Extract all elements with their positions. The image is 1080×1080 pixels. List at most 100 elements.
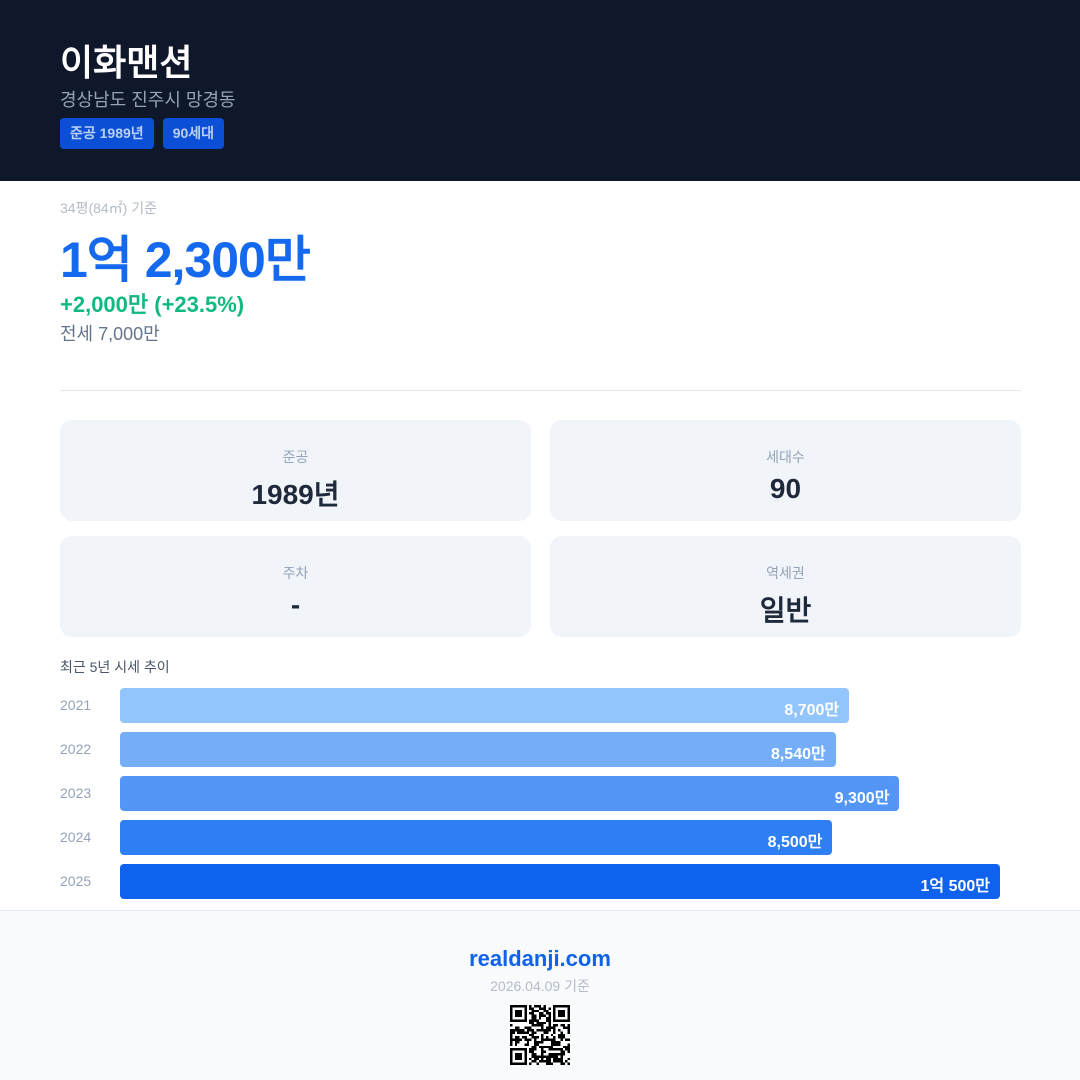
bar-value-label: 8,500만 <box>767 834 823 851</box>
qr-module <box>546 1019 549 1022</box>
qr-module <box>529 1029 532 1032</box>
qr-module <box>546 1012 549 1015</box>
qr-module <box>543 1021 546 1025</box>
qr-module <box>555 1048 558 1051</box>
qr-module <box>543 1045 546 1049</box>
qr-module <box>526 1029 530 1032</box>
qr-module <box>548 1053 551 1056</box>
qr-module <box>536 1036 539 1039</box>
qr-module <box>558 1043 561 1046</box>
qr-module <box>553 1057 556 1061</box>
qr-module <box>531 1021 534 1025</box>
bar-value-label: 8,540만 <box>770 746 826 763</box>
stat-value: - <box>290 589 301 620</box>
stat-value: 1989년 <box>251 479 340 510</box>
qr-module <box>534 1055 537 1058</box>
qr-module <box>567 1048 570 1051</box>
qr-module <box>546 1055 549 1058</box>
bar-2022: 8,540만 <box>120 732 836 767</box>
qr-module <box>510 1029 513 1032</box>
stat-label: 준공 <box>282 449 309 465</box>
qr-module <box>567 1038 570 1041</box>
header: 이화맨션 경상남도 진주시 망경동 준공 1989년 90세대 <box>0 0 1080 181</box>
chart-row: 2024 8,500만 <box>60 820 1020 855</box>
qr-module <box>510 1041 513 1044</box>
qr-module <box>538 1060 542 1063</box>
qr-module <box>567 1057 570 1061</box>
qr-module <box>522 1031 525 1034</box>
qr-module <box>546 1009 549 1013</box>
qr-module <box>519 1031 522 1034</box>
qr-module <box>548 1045 551 1049</box>
qr-finder <box>558 1009 566 1017</box>
qr-module <box>514 1041 518 1044</box>
bar-2023: 9,300만 <box>120 776 900 811</box>
qr-module <box>550 1033 554 1037</box>
stat-value: 일반 <box>759 595 812 626</box>
qr-module <box>531 1055 534 1058</box>
qr-module <box>531 1009 534 1013</box>
qr-module <box>517 1041 520 1044</box>
qr-module <box>529 1005 532 1008</box>
qr-module <box>553 1024 556 1027</box>
qr-module <box>558 1029 561 1032</box>
qr-module <box>538 1045 542 1049</box>
site-link[interactable]: realdanji.com <box>469 946 611 971</box>
qr-module <box>567 1045 570 1049</box>
qr-module <box>550 1038 554 1041</box>
qr-module <box>510 1038 513 1041</box>
qr-module <box>553 1048 556 1051</box>
qr-module <box>553 1038 556 1041</box>
qr-module <box>531 1053 534 1056</box>
qr-module <box>531 1031 534 1034</box>
qr-module <box>536 1005 539 1008</box>
qr-module <box>531 1050 534 1053</box>
qr-module <box>536 1021 539 1025</box>
qr-module <box>534 1031 537 1034</box>
qr-module <box>553 1055 556 1058</box>
qr-module <box>541 1021 544 1025</box>
qr-module <box>538 1024 542 1027</box>
qr-module <box>553 1060 556 1063</box>
qr-module <box>534 1043 537 1046</box>
reference-date: 2026.04.09 기준 <box>490 978 590 994</box>
qr-module <box>524 1038 527 1041</box>
qr-module <box>536 1057 539 1061</box>
qr-module <box>560 1038 563 1041</box>
chart-row: 2021 8,700만 <box>60 688 1020 723</box>
qr-module <box>538 1029 542 1032</box>
qr-module <box>541 1045 544 1049</box>
qr-module <box>565 1038 568 1041</box>
qr-module <box>558 1036 561 1039</box>
qr-module <box>565 1045 568 1049</box>
qr-module <box>534 1024 537 1027</box>
qr-module <box>550 1041 554 1044</box>
qr-module <box>567 1024 570 1027</box>
qr-module <box>548 1026 551 1029</box>
qr-module <box>567 1026 570 1029</box>
bar-value-label: 8,700만 <box>784 702 840 719</box>
qr-module <box>543 1050 546 1053</box>
chart-row: 2022 8,540만 <box>60 732 1020 767</box>
qr-module <box>514 1038 518 1041</box>
qr-module <box>550 1055 554 1058</box>
qr-module <box>560 1036 563 1039</box>
stat-card-parking: 주차 - <box>60 536 531 637</box>
qr-module <box>524 1043 527 1046</box>
qr-module <box>553 1029 556 1032</box>
qr-module <box>548 1038 551 1041</box>
stat-label: 세대수 <box>766 449 805 465</box>
price-basis: 34평(84㎡) 기준 <box>60 200 157 216</box>
qr-module <box>529 1026 532 1029</box>
qr-module <box>560 1024 563 1027</box>
qr-module <box>543 1009 546 1013</box>
bar-2024: 8,500만 <box>120 820 833 855</box>
qr-module <box>553 1053 556 1056</box>
qr-module <box>536 1062 539 1065</box>
qr-module <box>531 1017 534 1020</box>
qr-module <box>522 1029 525 1032</box>
qr-module <box>519 1029 522 1032</box>
qr-module <box>512 1038 515 1041</box>
qr-module <box>519 1038 522 1041</box>
qr-module <box>529 1007 532 1010</box>
